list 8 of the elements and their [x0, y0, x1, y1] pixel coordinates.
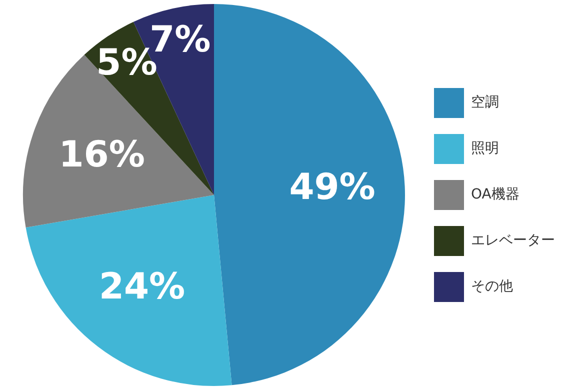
data-label: 16%: [58, 134, 145, 176]
legend-label: その他: [471, 278, 513, 295]
data-label: 49%: [289, 166, 376, 208]
legend-label: 空調: [471, 94, 499, 111]
legend-label: OA機器: [471, 186, 520, 203]
legend-label: 照明: [471, 140, 499, 157]
data-label: 24%: [98, 266, 186, 308]
legend-label: エレベーター: [471, 232, 555, 249]
